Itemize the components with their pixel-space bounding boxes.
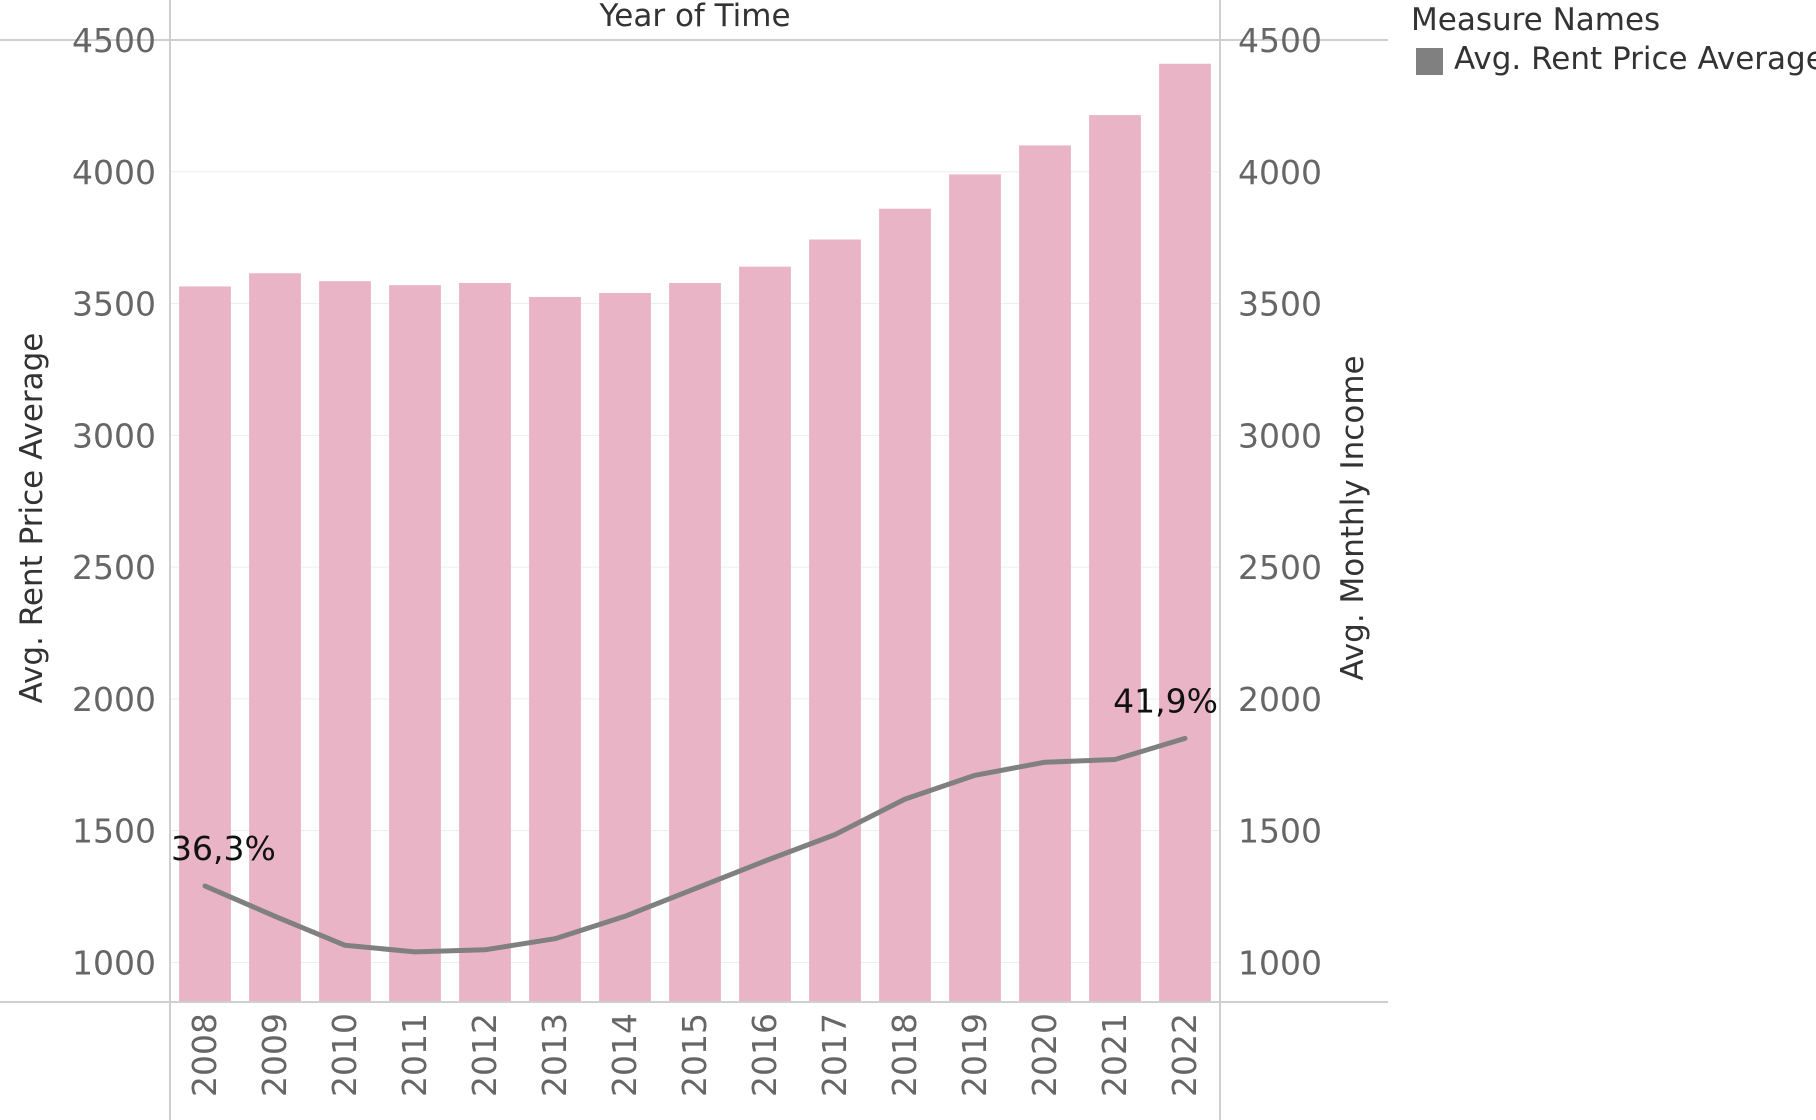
x-tick-label: 2010 <box>325 1013 364 1097</box>
bar-2014 <box>599 293 651 1002</box>
bar-2020 <box>1019 145 1071 1002</box>
x-tick-label: 2014 <box>605 1013 644 1097</box>
x-tick-label: 2019 <box>955 1013 994 1097</box>
data-label-annotation: 36,3% <box>171 829 276 868</box>
x-tick-label: 2016 <box>745 1013 784 1097</box>
bar-2008 <box>179 286 231 1002</box>
y-tick-label-left: 4000 <box>72 153 156 192</box>
y-tick-label-right: 1000 <box>1238 943 1322 982</box>
legend-swatch <box>1416 48 1443 75</box>
y-tick-label-left: 3000 <box>72 416 156 455</box>
legend-item-label: Avg. Rent Price Average <box>1454 41 1816 77</box>
x-tick-label: 2009 <box>255 1013 294 1097</box>
y-tick-label-right: 3000 <box>1238 416 1322 455</box>
bar-2022 <box>1159 63 1211 1003</box>
legend-title: Measure Names <box>1411 2 1660 38</box>
y-tick-label-right: 3500 <box>1238 285 1322 324</box>
x-tick-label: 2012 <box>465 1013 504 1097</box>
y-tick-label-left: 1000 <box>72 943 156 982</box>
y-axis-title-right: Avg. Monthly Income <box>1335 355 1371 680</box>
x-tick-label: 2008 <box>185 1013 224 1097</box>
annotations: 36,3% 41,9% <box>171 681 1218 868</box>
y-tick-label-left: 2000 <box>72 680 156 719</box>
bar-2018 <box>879 208 931 1003</box>
x-tick-label: 2018 <box>885 1013 924 1097</box>
bar-2017 <box>809 239 861 1002</box>
y-tick-label-left: 2500 <box>72 548 156 587</box>
y-tick-label-right: 2500 <box>1238 548 1322 587</box>
bar-2013 <box>529 296 581 1002</box>
y-tick-label-left: 3500 <box>72 285 156 324</box>
bar-2010 <box>319 281 371 1002</box>
y-tick-label-right: 2000 <box>1238 680 1322 719</box>
x-tick-label: 2011 <box>395 1013 434 1097</box>
x-tick-label: 2013 <box>535 1013 574 1097</box>
y-axis-title-left: Avg. Rent Price Average <box>14 333 50 704</box>
x-tick-label: 2021 <box>1095 1013 1134 1097</box>
tick-labels: 1000 1500 2000 2500 3000 3500 4000 4500 1000 1500… <box>72 21 1322 1097</box>
line-series <box>202 735 1188 955</box>
x-tick-label: 2017 <box>815 1013 854 1097</box>
line-avg-monthly-income <box>202 735 1188 955</box>
y-tick-label-right: 1500 <box>1238 812 1322 851</box>
bar-2011 <box>389 285 441 1003</box>
bar-2016 <box>739 266 791 1002</box>
column-header: Year of Time <box>598 0 790 34</box>
bar-2021 <box>1089 115 1141 1003</box>
x-tick-label: 2020 <box>1025 1013 1064 1097</box>
bar-series <box>179 63 1211 1003</box>
x-tick-label: 2015 <box>675 1013 714 1097</box>
bar-2009 <box>249 273 301 1002</box>
y-tick-label-right: 4000 <box>1238 153 1322 192</box>
y-tick-label-left: 1500 <box>72 812 156 851</box>
y-tick-label-left: 4500 <box>72 21 156 60</box>
y-tick-label-right: 4500 <box>1238 21 1322 60</box>
data-label-annotation: 41,9% <box>1113 681 1218 720</box>
chart-frame <box>0 0 1388 1120</box>
bar-2019 <box>949 174 1001 1002</box>
x-tick-label: 2022 <box>1165 1013 1204 1097</box>
bar-2012 <box>459 283 511 1002</box>
